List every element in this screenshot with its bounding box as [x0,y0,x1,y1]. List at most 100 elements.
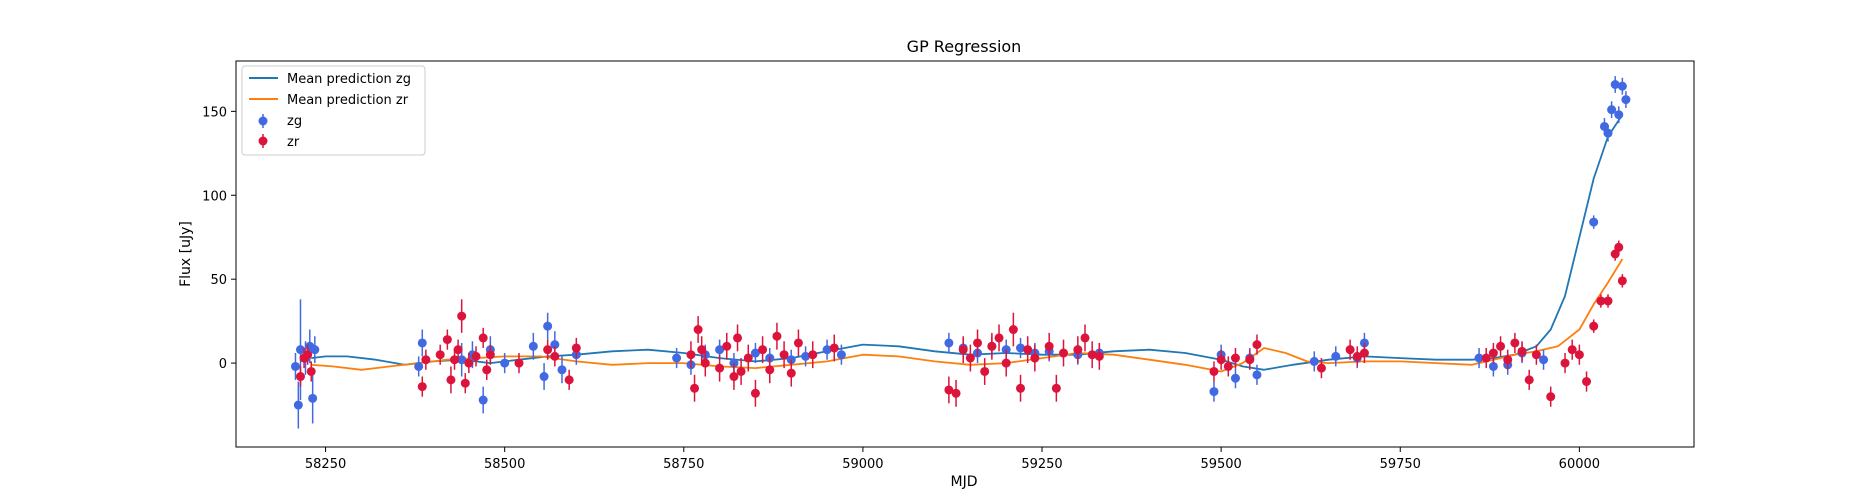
zr-point [1087,350,1097,360]
x-tick-label: 58750 [663,457,704,472]
zr-point [543,345,553,355]
zr-point [793,338,803,348]
zr-point [450,355,460,365]
zr-point [306,366,316,376]
zg-point [1331,351,1341,361]
zr-point [421,355,431,365]
zr-point [686,350,696,360]
zg-point [750,348,760,358]
zr-point [1560,358,1570,368]
legend: Mean prediction zg Mean prediction zr zg… [241,65,426,156]
zg-point [1617,81,1627,91]
zr-point [951,388,961,398]
zr-point [435,350,445,360]
x-tick-label: 58250 [305,457,346,472]
zr-point [303,350,313,360]
x-tick-label: 59500 [1200,457,1241,472]
x-tick-label: 59750 [1380,457,1421,472]
zr-point [1230,353,1240,363]
zg-point [672,353,682,363]
zr-point [697,345,707,355]
zg-point [1252,370,1262,380]
zr-point [1209,366,1219,376]
zg-point [1230,373,1240,383]
zg-point [295,345,305,355]
zr-point [808,350,818,360]
legend-label-mean-zg: Mean prediction zg [287,72,411,87]
y-tick-label: 150 [202,105,227,120]
zr-point [1496,341,1506,351]
zr-point [733,333,743,343]
zr-point [765,365,775,375]
zr-point [1023,345,1033,355]
zr-point [1094,351,1104,361]
zg-point [478,395,488,405]
zr-point [453,345,463,355]
zr-point [1059,348,1069,358]
zr-point [1223,361,1233,371]
zr-point [958,345,968,355]
zr-point [1352,351,1362,361]
x-tick-label: 60000 [1559,457,1600,472]
zr-point [550,351,560,361]
zr-point [1345,345,1355,355]
zr-point [464,358,474,368]
legend-label-mean-zr: Mean prediction zr [287,93,409,108]
zr-point [446,375,456,385]
zr-point [729,372,739,382]
zg-point [308,393,318,403]
zr-point [772,331,782,341]
zr-point [1030,353,1040,363]
zr-point [1614,242,1624,252]
zr-point [1617,276,1627,286]
zr-point [987,341,997,351]
axes-frame [235,60,1695,448]
zg-point [1621,95,1631,105]
chart-title: GP Regression [907,37,1022,56]
zr-point [700,358,710,368]
zg-point [1599,121,1609,131]
zr-point [1531,350,1541,360]
zr-point [571,343,581,353]
y-axis-ticks: 0 50 100 150 [202,105,236,372]
zr-point [1001,358,1011,368]
legend-label-zg: zg [287,114,302,129]
zr-point [758,345,768,355]
y-axis-label: Flux [uJy] [178,221,194,287]
zr-point [829,343,839,353]
zr-point [460,378,470,388]
zr-point [564,375,574,385]
zr-point [1524,375,1534,385]
zg-point [1539,355,1549,365]
zr-point [457,311,467,321]
zg-point [414,361,424,371]
x-axis-ticks: 58250 58500 58750 59000 59250 59500 59750 60000 [305,447,1600,472]
zr-point [722,341,732,351]
zr-point [1488,348,1498,358]
zg-point [417,338,427,348]
x-tick-label: 58500 [484,457,525,472]
zr-point [1510,338,1520,348]
zr-point [743,353,753,363]
zr-point [779,350,789,360]
zr-point [1603,296,1613,306]
zr-point [944,385,954,395]
zg-point [310,345,320,355]
zg-point [836,350,846,360]
zr-point [1546,392,1556,402]
x-axis-label: MJD [951,474,978,490]
zg-point [1488,361,1498,371]
zr-point [1481,353,1491,363]
zr-point [1216,355,1226,365]
zr-point [965,353,975,363]
zg-point [557,365,567,375]
zr-point [471,351,481,361]
zr-point [736,366,746,376]
zg-point [715,345,725,355]
zr-point [514,358,524,368]
zr-points [295,240,1627,407]
zr-point [442,335,452,345]
zr-point [1582,377,1592,387]
legend-zr-marker-swatch [258,136,268,146]
zg-point [1209,387,1219,397]
